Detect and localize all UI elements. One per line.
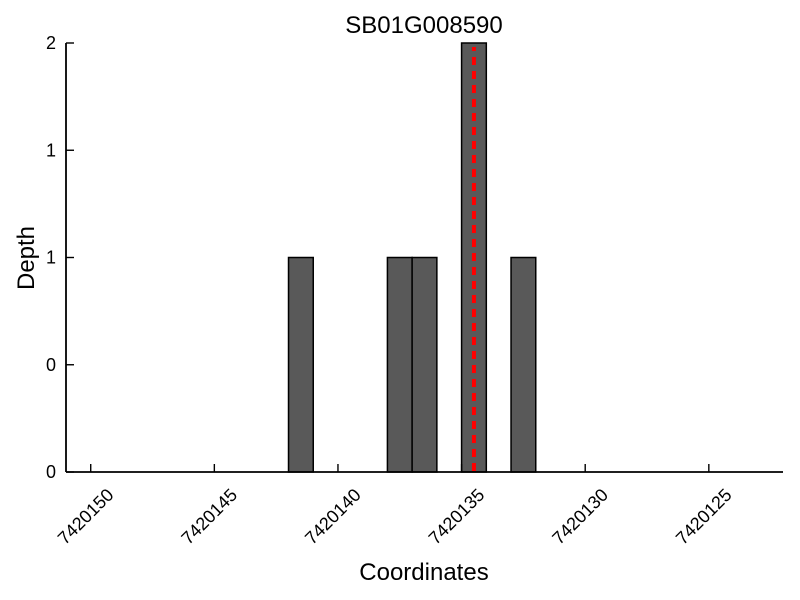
x-tick-label: 7420125 (672, 485, 736, 549)
depth-bar (386, 256, 413, 473)
x-tick-label: 7420135 (425, 485, 489, 549)
y-axis-label: Depth (13, 226, 40, 290)
x-tick-label: 7420145 (177, 485, 241, 549)
x-tick-label: 7420150 (54, 485, 118, 549)
plot-area: 7420150 7420145 7420140 7420135 7420130 74201… (46, 33, 783, 548)
depth-bar (411, 256, 438, 473)
y-tick-label: 1 (46, 248, 56, 268)
depth-bar (287, 256, 314, 473)
x-axis-label: Coordinates (359, 559, 488, 586)
x-tick-label: 7420130 (548, 485, 612, 549)
y-tick-label: 2 (46, 33, 56, 53)
y-tick-label: 0 (46, 355, 56, 375)
y-tick-label: 1 (46, 140, 56, 160)
chart-title: SB01G008590 (345, 12, 502, 39)
depth-bar (510, 256, 537, 473)
y-tick-label: 0 (46, 462, 56, 482)
x-tick-label: 7420140 (301, 485, 365, 549)
